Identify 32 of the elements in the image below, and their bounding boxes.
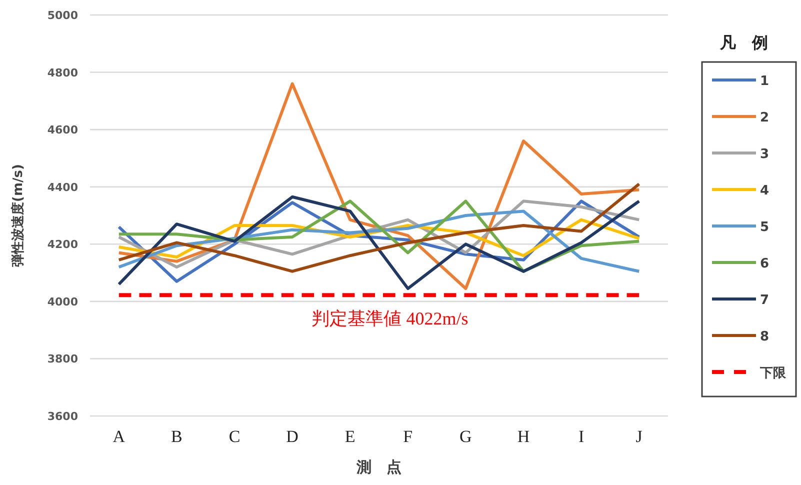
x-tick-label: D <box>286 427 298 446</box>
x-tick-label: B <box>171 427 182 446</box>
y-tick-label: 3600 <box>47 410 78 423</box>
legend-label: 4 <box>760 184 770 198</box>
y-tick-label: 4600 <box>47 124 78 137</box>
legend-label: 8 <box>760 330 770 344</box>
x-tick-label: J <box>636 427 643 446</box>
y-tick-label: 4000 <box>47 295 78 308</box>
x-axis-title: 測 点 <box>356 458 402 476</box>
x-tick-label: F <box>403 427 413 446</box>
legend-label: 3 <box>760 147 770 162</box>
x-tick-label: H <box>517 427 530 446</box>
line-series <box>117 182 641 273</box>
y-tick-label: 4400 <box>47 180 78 194</box>
legend-label: 1 <box>760 74 770 89</box>
x-tick-label: I <box>578 427 584 446</box>
y-tick-label: 4200 <box>47 238 78 252</box>
legend-label: 6 <box>760 256 770 272</box>
legend-label: 5 <box>760 220 770 235</box>
x-tick-label: G <box>460 427 472 446</box>
annotation: 判定基準値 4022m/s <box>312 308 468 329</box>
y-tick-label: 3800 <box>47 352 78 366</box>
legend-title: 凡 例 <box>719 33 768 52</box>
y-tick-label: 4800 <box>47 66 78 80</box>
x-tick-label: E <box>344 427 356 446</box>
y-tick-label: 5000 <box>47 9 78 22</box>
x-tick-label: A <box>112 427 126 446</box>
legend-label: 下限 <box>759 366 787 381</box>
x-tick-label: C <box>228 427 240 446</box>
legend-label: 7 <box>760 293 770 308</box>
legend-label: 2 <box>760 110 770 126</box>
y-axis-title: 弾性波速度(m/s) <box>10 164 26 267</box>
